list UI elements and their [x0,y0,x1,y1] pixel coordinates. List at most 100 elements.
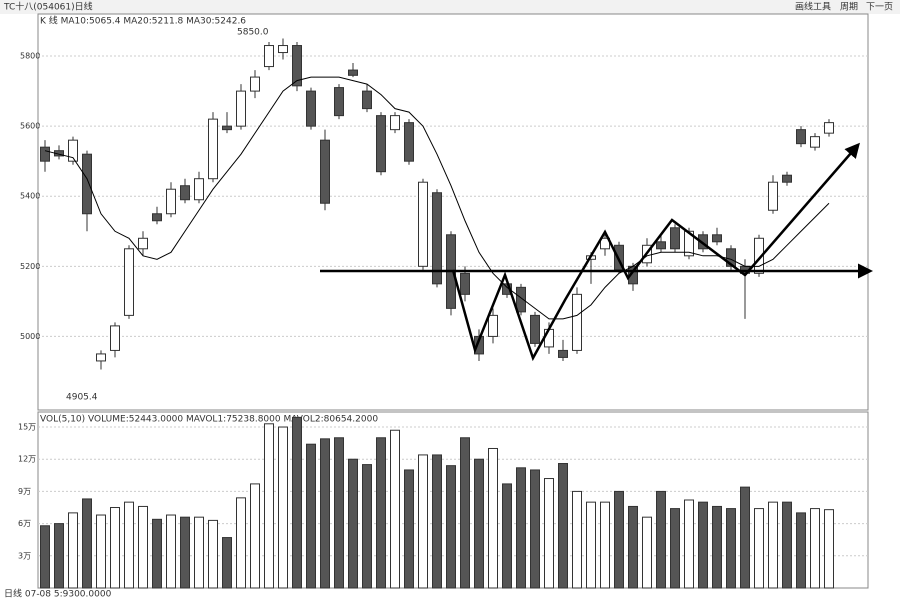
y-tick-label: 9万 [18,487,31,496]
y-tick-label: 5600 [20,122,40,131]
candle-body [754,237,764,274]
candle-body [152,213,162,222]
volume-bar [82,498,92,589]
candle-body [712,234,722,243]
volume-bar [180,516,190,589]
volume-bar [292,416,302,589]
y-tick-label: 6万 [18,519,31,528]
volume-bar [740,486,750,589]
volume-bar [824,509,834,589]
volume-bar [684,499,694,589]
volume-bar [222,537,232,589]
candle-body [96,353,106,362]
volume-legend: VOL(5,10) VOLUME:52443.0000 MAVOL1:75238… [40,415,378,425]
candle-body [670,227,680,250]
candle-body [404,122,414,162]
volume-bar [614,490,624,589]
y-tick-label: 5000 [20,332,40,341]
y-tick-label: 3万 [18,551,31,560]
volume-bar [68,512,78,589]
volume-bar [810,508,820,589]
volume-bar [446,465,456,589]
toolbar-button[interactable]: 下一页 [866,2,893,13]
volume-bar [194,516,204,589]
volume-bar [306,443,316,589]
candle-body [572,293,582,351]
header-bar [0,0,900,14]
volume-bar [712,505,722,589]
candle-body [236,90,246,127]
volume-bar [208,519,218,589]
volume-bar [418,454,428,589]
candle-body [768,181,778,211]
candle-body [166,188,176,215]
candle-body [250,76,260,92]
volume-bar [250,483,260,589]
volume-bar [642,516,652,589]
volume-bar [124,501,134,589]
volume-bar [432,454,442,589]
price-frame [37,13,869,411]
candle-body [726,248,736,267]
candle-body [418,181,428,267]
volume-bar [502,483,512,589]
candle-body [544,328,554,348]
volume-bar [390,429,400,589]
candle-body [82,153,92,215]
volume-bar [586,501,596,589]
y-tick-label: 5400 [20,192,40,201]
candle-body [796,129,806,145]
volume-bar [362,464,372,589]
y-tick-label: 12万 [18,455,36,464]
volume-bar [726,508,736,589]
candle-body [110,325,120,351]
candle-body [180,185,190,201]
volume-bar [152,518,162,589]
volume-bar [754,508,764,589]
volume-bar [40,525,50,589]
y-tick-label: 5800 [20,52,40,61]
volume-bar [572,490,582,589]
volume-bar [796,512,806,589]
candle-body [320,139,330,204]
volume-bar [376,437,386,589]
volume-bar [628,505,638,589]
candle-body [334,87,344,117]
volume-bar [656,490,666,589]
volume-bar [404,469,414,589]
ma-line [44,76,830,320]
volume-bar [544,478,554,589]
volume-bar [488,447,498,589]
candle-body [460,272,470,295]
toolbar-button[interactable]: 周期 [840,2,858,13]
annotation: 5850.0 [237,28,269,38]
volume-bar [264,423,274,589]
chart-title: TC十八(054061)日线 [3,1,93,13]
candle-body [516,286,526,313]
volume-bar [558,463,568,589]
volume-bar [334,437,344,589]
volume-bar [166,514,176,589]
legend-text: K 线 MA10:5065.4 MA20:5211.8 MA30:5242.6 [40,15,246,27]
candle-body [124,248,134,316]
candle-body [362,90,372,110]
volume-bar [530,469,540,589]
volume-bar [138,505,148,589]
candle-body [558,349,568,358]
candle-body [488,314,498,337]
candle-body [306,90,316,127]
candle-body [68,139,78,162]
volume-bar [320,438,330,589]
candle-body [432,192,442,285]
volume-bar [96,514,106,589]
candle-body [782,174,792,183]
toolbar-button[interactable]: 画线工具 [795,1,831,13]
candle-body [194,178,204,201]
volume-bar [110,507,120,589]
candle-body [824,122,834,134]
candle-body [222,125,232,131]
volume-bar [348,458,358,589]
candle-body [138,237,148,250]
footer-text: 日线 07-08 5:9300.0000 [4,588,112,600]
